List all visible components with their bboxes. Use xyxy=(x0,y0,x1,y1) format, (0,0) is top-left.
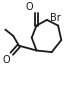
Text: Br: Br xyxy=(50,13,61,23)
Text: O: O xyxy=(26,2,33,12)
Text: O: O xyxy=(3,55,10,65)
